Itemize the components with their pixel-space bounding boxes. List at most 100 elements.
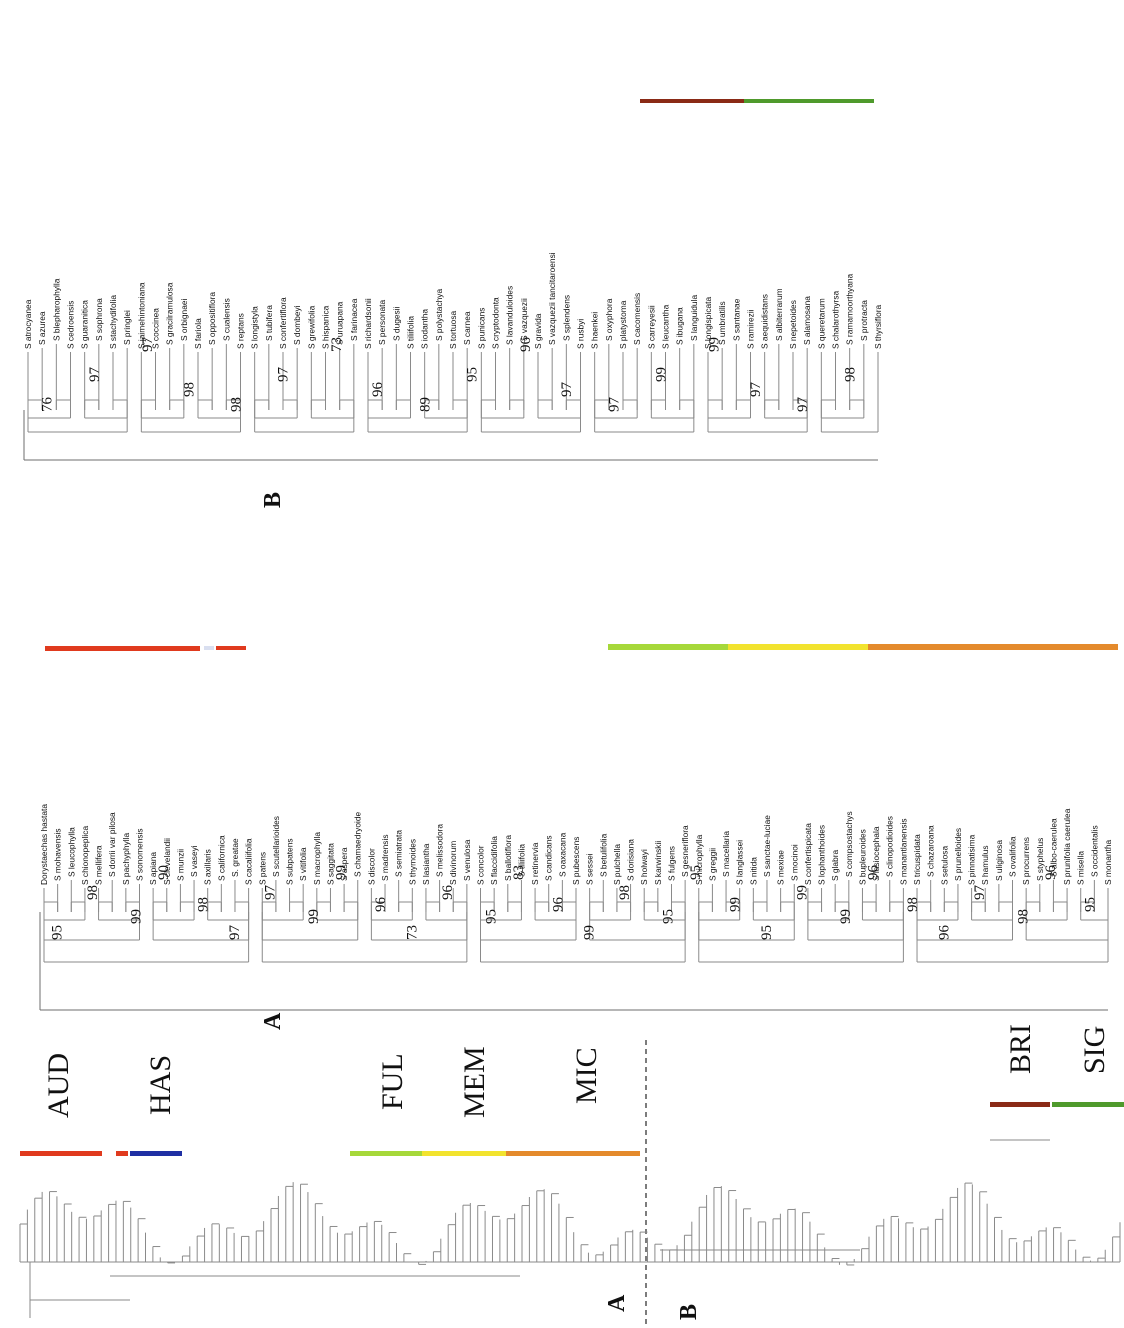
support-value: 97 <box>276 367 292 383</box>
support-value: 98 <box>905 897 921 912</box>
taxon-label: S albiterrarum <box>774 288 784 341</box>
taxon-label: S ramamoorthyana <box>845 273 855 345</box>
taxon-label: S microphylla <box>694 834 704 885</box>
taxon-label: S ballotiflora <box>503 835 513 881</box>
taxon-label: S coccinea <box>151 308 161 349</box>
taxon-label: S azurea <box>37 311 47 345</box>
taxon-label: S oppositiflora <box>207 292 217 345</box>
taxon-label: S venulosa <box>462 839 472 881</box>
aud-bar-overview-2 <box>116 1151 128 1156</box>
taxon-label: S nepetoides <box>788 300 798 349</box>
taxon-label: S confertiflora <box>278 297 288 349</box>
taxon-label: S sophrona <box>94 298 104 341</box>
taxon-label: S pinnatisima <box>967 834 977 885</box>
bri-bar-detail <box>640 99 744 103</box>
taxon-label: S iodantha <box>420 309 430 349</box>
taxon-label: S procurrens <box>1021 837 1031 885</box>
taxon-label: S tubifera <box>264 305 274 341</box>
group-label-has: HAS <box>144 1055 177 1115</box>
taxon-label: S dombeyi <box>292 305 302 345</box>
taxon-label: S santanae <box>731 298 741 341</box>
taxon-label: S lophanthoides <box>817 825 827 885</box>
taxon-label: S uruapana <box>335 301 345 345</box>
taxon-label: S mohavensis <box>53 828 63 881</box>
taxon-label: S lasiantha <box>421 843 431 885</box>
taxon-label: S lasiocephala <box>871 826 881 881</box>
support-value: 98 <box>196 897 212 912</box>
taxon-label: S mocinoi <box>789 844 799 881</box>
support-value: 99 <box>728 897 744 912</box>
taxon-label: S betulifolia <box>598 833 608 877</box>
taxon-label: S confertispicata <box>803 823 813 885</box>
support-value: 95 <box>759 925 775 940</box>
taxon-label: S grewifolia <box>306 305 316 349</box>
taxon-label: S mexiae <box>776 850 786 885</box>
taxon-label: S holwayi <box>639 849 649 885</box>
support-value: 96 <box>550 897 566 913</box>
overview-group-bars <box>20 1102 1124 1156</box>
taxon-label: S blepharophylla <box>51 278 61 341</box>
taxon-label: S discolor <box>366 848 376 885</box>
taxon-label: S oxyphora <box>604 298 614 341</box>
taxon-label: S ibugana <box>675 307 685 345</box>
support-value: 98 <box>842 367 858 382</box>
taxon-label: S prunelloides <box>953 828 963 881</box>
taxon-label: S macellaria <box>721 831 731 877</box>
taxon-label: S californica <box>216 835 226 881</box>
support-value: 97 <box>87 367 103 383</box>
taxon-label: S clinopodioides <box>885 816 895 877</box>
detail-a-aud-bar <box>45 646 246 651</box>
taxon-label: S cryptodonta <box>491 297 501 349</box>
aud-bar-detail <box>45 646 200 651</box>
support-value: 97 <box>140 337 156 353</box>
taxon-label: S karwinskii <box>653 841 663 885</box>
detail-tree-a: Dorystaechas hastata S mohavensis S leucop… <box>39 804 1113 1011</box>
taxon-label: S. greatae <box>230 838 240 877</box>
taxon-label: S mellifera <box>94 845 104 885</box>
taxon-label: S madrensis <box>380 834 390 881</box>
mic-bar-detail <box>868 644 1118 650</box>
taxon-label: S sessei <box>585 853 595 885</box>
taxon-label: S chionopeplica <box>80 826 90 885</box>
taxon-label: S cacomensis <box>632 293 642 345</box>
taxon-label: S longispicata <box>703 297 713 349</box>
support-value: 98 <box>1015 909 1031 924</box>
sig-bar-detail <box>744 99 874 103</box>
taxon-label: S candicans <box>544 835 554 881</box>
overview-tree <box>19 1139 1121 1318</box>
taxon-label: S pubescens <box>571 837 581 885</box>
taxon-label: S ovalifolia <box>1008 836 1018 877</box>
taxon-label: S aequidistans <box>760 294 770 349</box>
taxon-label: S scutellarioides <box>271 816 281 877</box>
taxon-label: S farinacea <box>349 298 359 341</box>
taxon-label: S vaseyi <box>189 845 199 877</box>
support-value: 95 <box>465 367 481 382</box>
taxon-label: S axillaris <box>203 849 213 885</box>
taxon-label: S umbratilis <box>717 301 727 345</box>
support-value: 97 <box>606 397 622 413</box>
taxon-label: S compsostachys <box>844 811 854 877</box>
taxon-label: S glabra <box>830 849 840 881</box>
taxon-label: S alamosana <box>802 296 812 345</box>
taxon-label: S cualensis <box>221 298 231 341</box>
taxon-label: S prunifolia caerulea <box>1062 808 1072 885</box>
taxon-label: S vazquezii <box>519 298 529 341</box>
taxon-label: S pachyphylla <box>121 833 131 885</box>
taxon-label: S manantlanensis <box>898 818 908 885</box>
support-value: 76 <box>40 397 56 413</box>
taxon-label: S greggii <box>707 848 717 881</box>
taxon-label: S longistyla <box>250 306 260 349</box>
detail-b-panel-label: B <box>260 492 286 508</box>
taxon-label: S gesneriflora <box>680 825 690 877</box>
taxon-label: S leucophylla <box>66 827 76 877</box>
detail-b-group-bar <box>640 99 874 103</box>
taxon-label: S oaxacana <box>557 832 567 877</box>
support-value: 99 <box>838 909 854 924</box>
taxon-label: S richardsonii <box>363 298 373 349</box>
support-value: 97 <box>748 382 764 398</box>
support-value: 99 <box>707 337 723 352</box>
group-label-ful: FUL <box>376 1053 409 1110</box>
support-value: 73 <box>329 337 345 352</box>
overview-panel-a-label: A <box>604 1294 630 1312</box>
support-value: 96 <box>370 382 386 398</box>
